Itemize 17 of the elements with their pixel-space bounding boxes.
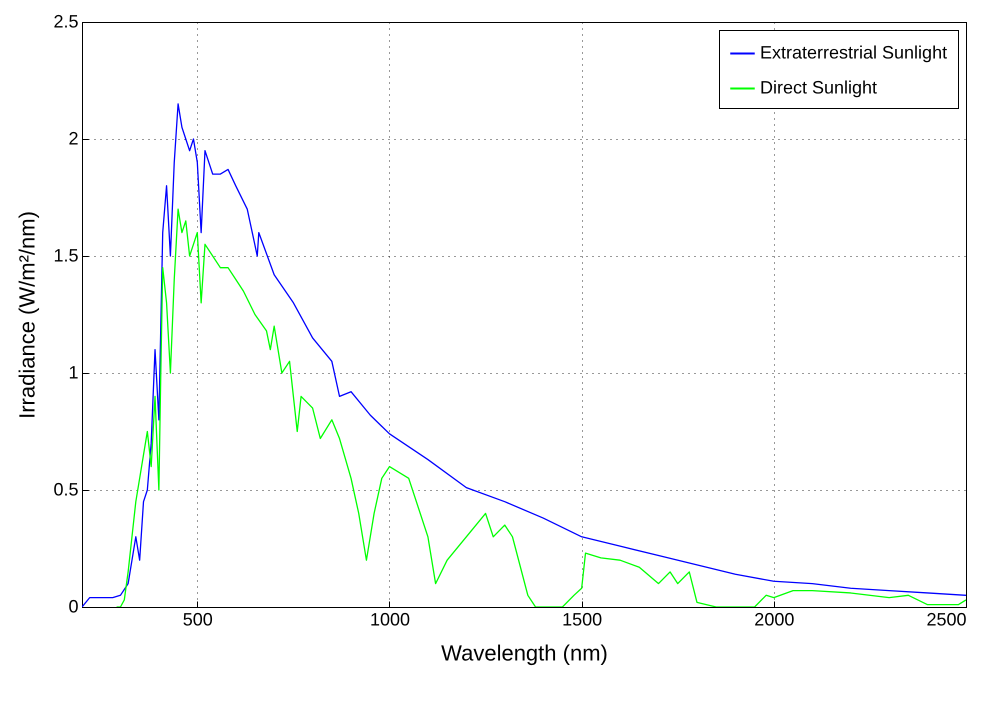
legend-label: Extraterrestrial Sunlight bbox=[760, 42, 948, 62]
y-tick-label: 1 bbox=[68, 362, 78, 382]
x-tick-label: 2500 bbox=[926, 610, 966, 630]
y-tick-label: 0.5 bbox=[53, 480, 78, 500]
x-tick-label: 1500 bbox=[562, 610, 602, 630]
y-axis-title: Irradiance (W/m²/nm) bbox=[14, 211, 40, 419]
y-tick-label: 2 bbox=[68, 128, 78, 148]
x-tick-label: 2000 bbox=[754, 610, 794, 630]
x-tick-label: 1000 bbox=[370, 610, 410, 630]
line-series bbox=[82, 103, 966, 607]
y-tick-label: 0 bbox=[68, 596, 78, 616]
x-axis-title: Wavelength (nm) bbox=[441, 640, 608, 666]
legend-label: Direct Sunlight bbox=[760, 78, 878, 98]
line-series bbox=[116, 208, 966, 607]
x-tick-label: 500 bbox=[182, 610, 213, 630]
y-tick-label: 2.5 bbox=[53, 12, 78, 32]
y-tick-label: 1.5 bbox=[53, 246, 78, 266]
